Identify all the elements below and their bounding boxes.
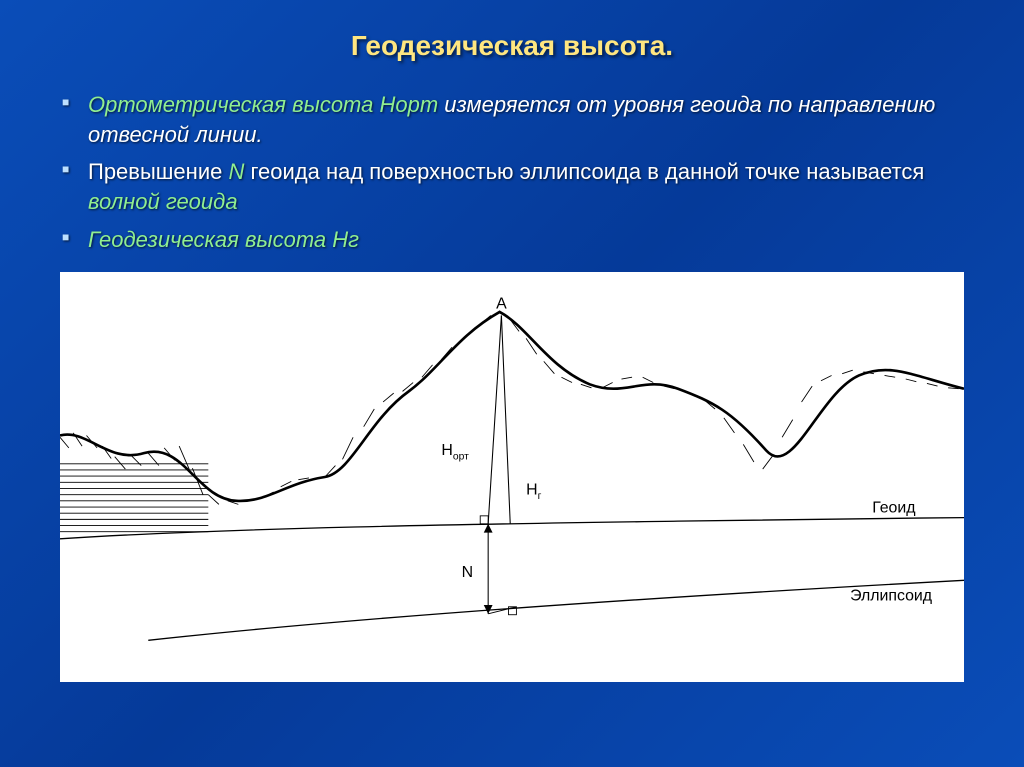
slide-title: Геодезическая высота. [60,30,964,62]
bullet-1-lead: Ортометрическая высота Норт [88,92,438,117]
height-diagram: A Hорт Hг N Геоид Эллипсоид [60,272,964,682]
svg-text:Геоид: Геоид [872,500,915,517]
svg-text:A: A [496,296,507,313]
svg-text:Эллипсоид: Эллипсоид [850,588,932,605]
bullet-3: Геодезическая высота Нг [60,225,964,255]
bullet-2-N: N [228,159,244,184]
bullet-2-pre: Превышение [88,159,228,184]
bullet-list: Ортометрическая высота Норт измеряется о… [60,90,964,254]
bullet-1: Ортометрическая высота Норт измеряется о… [60,90,964,149]
bullet-2: Превышение N геоида над поверхностью элл… [60,157,964,216]
bullet-2-tail: волной геоида [88,189,238,214]
svg-text:Hг: Hг [526,482,541,502]
bullet-3-text: Геодезическая высота Нг [88,227,359,252]
svg-text:N: N [462,564,473,581]
svg-text:Hорт: Hорт [441,442,469,462]
bullet-2-rest: геоида над поверхностью эллипсоида в дан… [244,159,924,184]
